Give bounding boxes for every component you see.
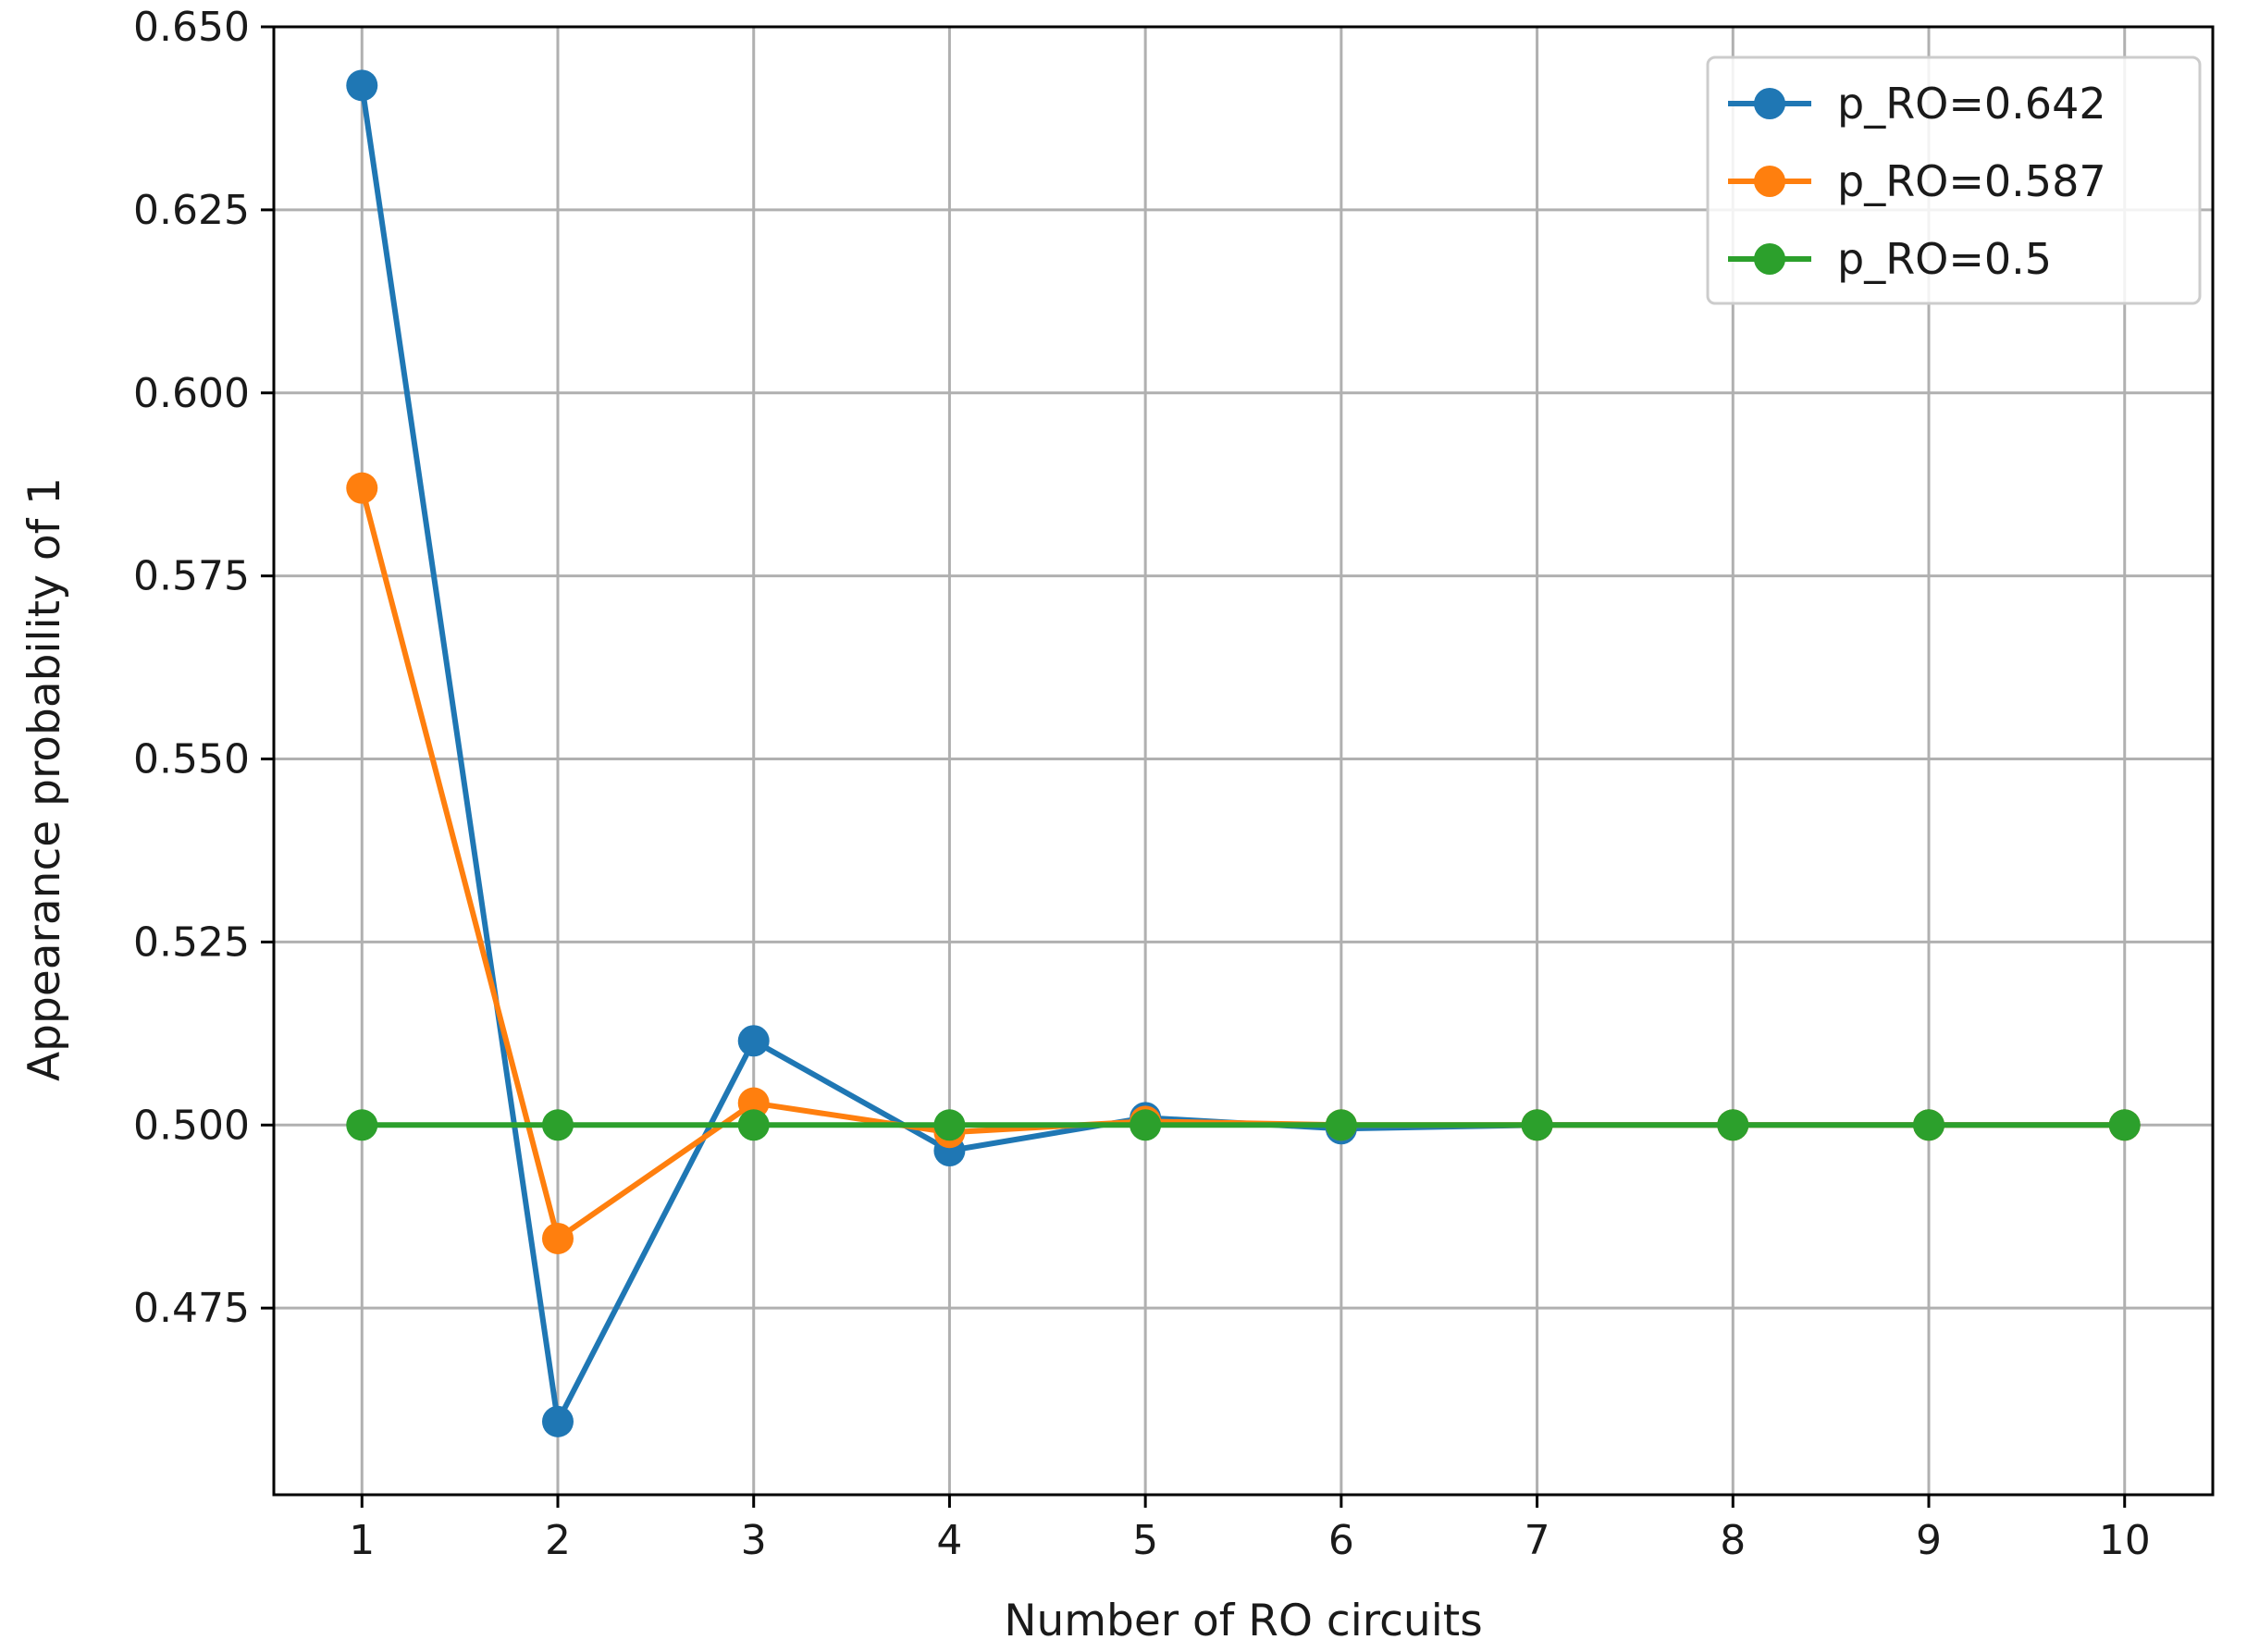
y-tick-label: 0.525 (133, 918, 250, 966)
y-tick-label: 0.500 (133, 1102, 250, 1149)
data-point (541, 1109, 574, 1141)
series-layer (346, 69, 2141, 1437)
y-axis-label: Appearance probability of 1 (19, 477, 70, 1081)
legend-box (1706, 55, 2202, 305)
y-tick-label: 0.600 (133, 370, 250, 417)
data-point (541, 1222, 574, 1254)
legend-marker (1754, 166, 1785, 197)
legend-item: p_RO=0.5 (1728, 234, 2052, 284)
data-point (1913, 1109, 1945, 1141)
data-point (737, 1025, 770, 1057)
y-tick-label: 0.575 (133, 553, 250, 600)
x-tick-label: 5 (1132, 1517, 1158, 1564)
y-tick-label: 0.475 (133, 1285, 250, 1332)
x-tick-label: 2 (545, 1517, 571, 1564)
data-point (1717, 1109, 1749, 1141)
legend-marker (1754, 243, 1785, 275)
axis-ticks: 1 2 3 4 5 6 7 8 9 10 0.475 0.500 0.525 0.550 0.575 0.60… (133, 4, 2151, 1564)
legend-label: p_RO=0.5 (1837, 234, 2052, 284)
x-tick-label: 10 (2099, 1517, 2151, 1564)
series-2 (346, 1109, 2141, 1141)
x-tick-label: 6 (1328, 1517, 1354, 1564)
x-tick-label: 8 (1720, 1517, 1746, 1564)
y-tick-label: 0.650 (133, 4, 250, 51)
x-tick-label: 9 (1916, 1517, 1942, 1564)
data-point (737, 1087, 770, 1119)
data-point (346, 69, 378, 102)
legend-item: p_RO=0.587 (1728, 156, 2106, 206)
y-tick-label: 0.550 (133, 736, 250, 783)
data-point (737, 1109, 770, 1141)
x-tick-label: 7 (1525, 1517, 1550, 1564)
legend-marker (1754, 88, 1785, 119)
x-axis-label: Number of RO circuits (1004, 1596, 1482, 1646)
legend-label: p_RO=0.587 (1837, 156, 2106, 206)
data-point (1325, 1109, 1357, 1141)
legend-item: p_RO=0.642 (1728, 79, 2106, 129)
x-tick-label: 1 (349, 1517, 375, 1564)
legend-label: p_RO=0.642 (1837, 79, 2106, 129)
data-point (1130, 1109, 1162, 1141)
y-tick-label: 0.625 (133, 187, 250, 234)
x-tick-label: 4 (936, 1517, 962, 1564)
legend: p_RO=0.642 p_RO=0.587 p_RO=0.5 (1706, 55, 2202, 305)
series-1 (346, 472, 2141, 1254)
data-point (1521, 1109, 1553, 1141)
x-tick-label: 3 (741, 1517, 767, 1564)
data-point (541, 1405, 574, 1437)
plot-frame (272, 25, 2215, 1497)
data-point (933, 1109, 966, 1141)
data-point (2108, 1109, 2141, 1141)
data-point (346, 1109, 378, 1141)
data-point (346, 472, 378, 504)
